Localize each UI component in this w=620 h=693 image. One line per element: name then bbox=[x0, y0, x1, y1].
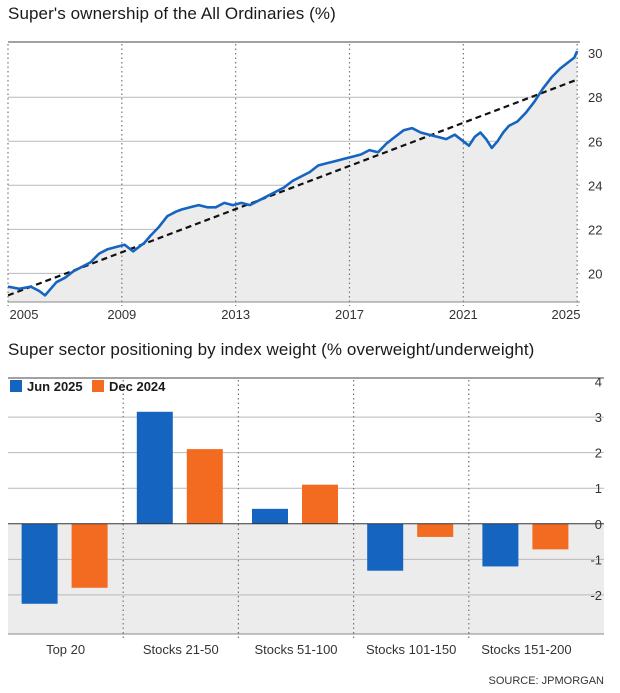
chart2-ytick-label: 2 bbox=[595, 446, 602, 461]
source-label: SOURCE: JPMORGAN bbox=[488, 675, 604, 687]
legend-label-jun-2025: Jun 2025 bbox=[27, 379, 83, 394]
chart1-xtick-label: 2025 bbox=[552, 307, 581, 322]
chart1-title: Super's ownership of the All Ordinaries … bbox=[8, 4, 336, 23]
chart2-ytick-label: -2 bbox=[590, 588, 602, 603]
bar-jun-2025-4 bbox=[367, 523, 404, 571]
chart1-ytick-label: 28 bbox=[588, 90, 602, 105]
bar-jun-2025-2 bbox=[136, 411, 173, 524]
chart2-ytick-label: 3 bbox=[595, 410, 602, 425]
chart1-ownership-line bbox=[7, 50, 579, 297]
chart1-ytick-label: 30 bbox=[588, 46, 602, 61]
chart2-category-label: Top 20 bbox=[46, 642, 85, 657]
chart1-xtick-label: 2009 bbox=[107, 307, 136, 322]
chart1-ytick-label: 24 bbox=[588, 178, 602, 193]
legend-label-dec-2024: Dec 2024 bbox=[109, 379, 166, 394]
bar-jun-2025-5 bbox=[482, 523, 519, 567]
chart2-category-label: Stocks 21-50 bbox=[143, 642, 219, 657]
chart2-ytick-label: -1 bbox=[590, 552, 602, 567]
legend-swatch-jun-2025 bbox=[10, 380, 22, 392]
chart2-category-label: Stocks 101-150 bbox=[366, 642, 456, 657]
chart2-title: Super sector positioning by index weight… bbox=[8, 340, 535, 359]
bar-dec-2024-4 bbox=[417, 523, 454, 537]
chart2-ytick-label: 1 bbox=[595, 481, 602, 496]
chart1-area-fill bbox=[8, 51, 578, 302]
chart1-xtick-label: 2013 bbox=[221, 307, 250, 322]
chart2-ytick-label: 4 bbox=[595, 375, 602, 390]
chart2-category-label: Stocks 51-100 bbox=[254, 642, 337, 657]
ownership-line-chart: 20 22 24 26 28 30 2005 2009 2013 2017 2021 2025 bbox=[7, 41, 602, 322]
bar-dec-2024-3 bbox=[302, 484, 338, 524]
bar-dec-2024-1 bbox=[71, 523, 108, 588]
chart1-trend-line bbox=[7, 78, 578, 297]
bar-jun-2025-1 bbox=[21, 523, 58, 604]
chart1-xtick-label: 2021 bbox=[449, 307, 478, 322]
bar-dec-2024-5 bbox=[532, 523, 569, 550]
chart1-ytick-label: 22 bbox=[588, 222, 602, 237]
chart1-ytick-label: 20 bbox=[588, 266, 602, 281]
bar-jun-2025-3 bbox=[252, 508, 288, 524]
chart2-category-label: Stocks 151-200 bbox=[481, 642, 571, 657]
chart1-ytick-label: 26 bbox=[588, 134, 602, 149]
chart1-xtick-label: 2005 bbox=[10, 307, 39, 322]
bar-dec-2024-2 bbox=[186, 449, 223, 524]
chart1-xtick-label: 2017 bbox=[335, 307, 364, 322]
legend-swatch-dec-2024 bbox=[92, 380, 104, 392]
